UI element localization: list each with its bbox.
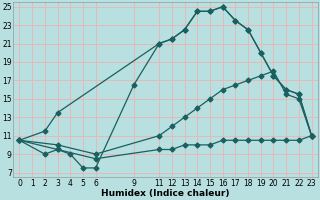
X-axis label: Humidex (Indice chaleur): Humidex (Indice chaleur) [101, 189, 230, 198]
